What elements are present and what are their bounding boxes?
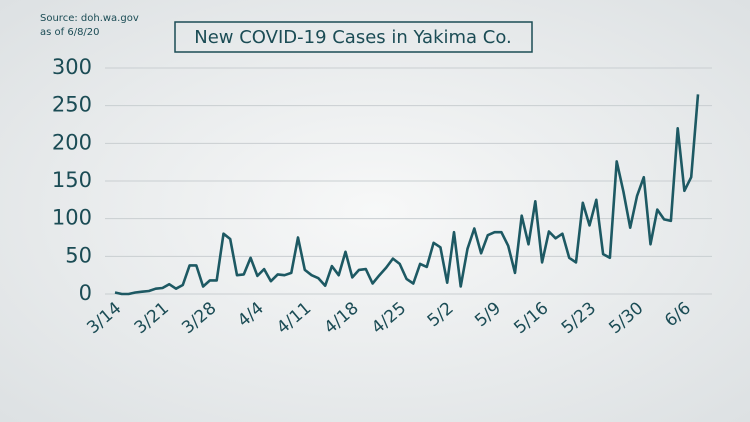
y-tick-label: 100 [52,206,92,230]
y-tick-label: 250 [52,93,92,117]
y-tick-label: 200 [52,130,92,154]
y-tick-label: 0 [79,281,92,305]
y-tick-label: 150 [52,168,92,192]
source: Source: doh.wa.gov [40,13,139,24]
chart-title: New COVID-19 Cases in Yakima Co. [194,27,512,48]
title-box [174,21,533,53]
note: as of 6/8/20 [40,27,100,38]
data-line [114,94,700,296]
y-tick-label: 50 [65,243,92,267]
y-tick-label: 300 [52,55,92,79]
